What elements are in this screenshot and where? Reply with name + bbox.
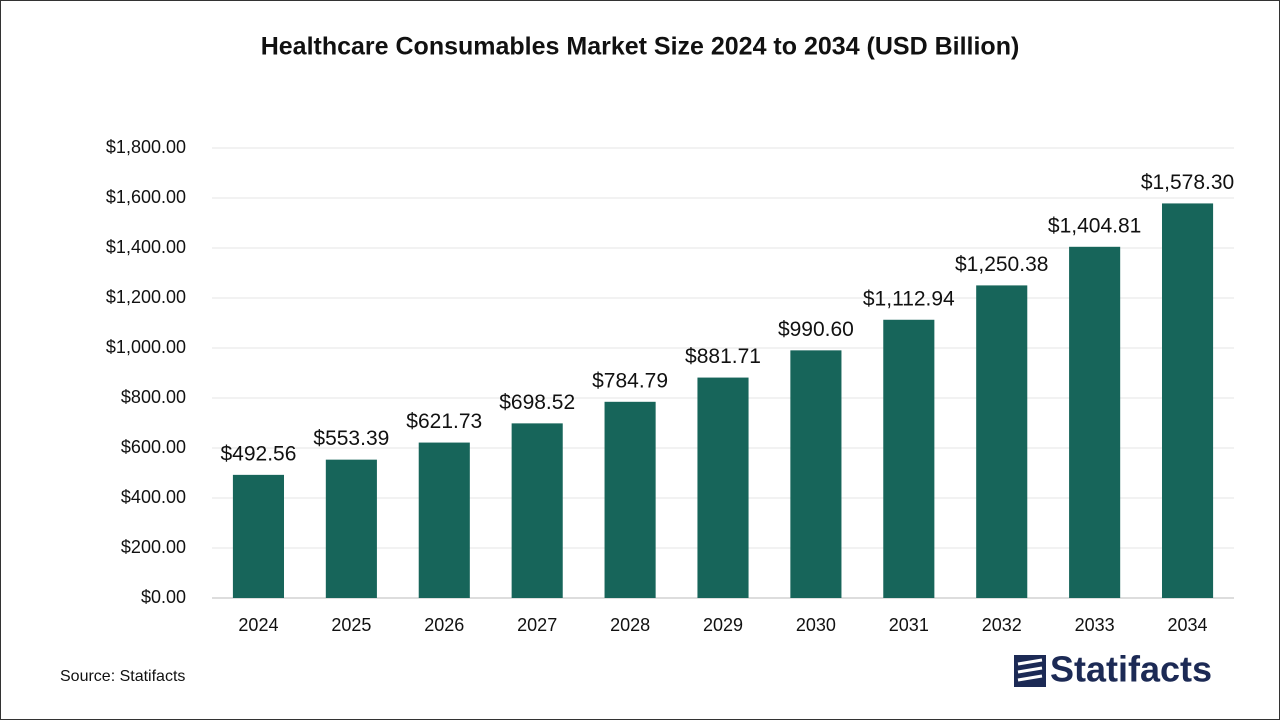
x-tick-label: 2029 <box>703 615 743 635</box>
y-tick-label: $1,400.00 <box>106 237 186 257</box>
bar <box>976 285 1028 598</box>
value-label: $492.56 <box>220 442 296 465</box>
value-label: $1,578.30 <box>1141 171 1234 194</box>
x-tick-label: 2025 <box>331 615 371 635</box>
y-tick-label: $600.00 <box>121 437 186 457</box>
x-tick-label: 2030 <box>796 615 836 635</box>
x-tick-label: 2031 <box>889 615 929 635</box>
y-tick-label: $400.00 <box>121 487 186 507</box>
bar <box>511 423 563 598</box>
bar <box>325 459 377 598</box>
y-tick-label: $0.00 <box>141 587 186 607</box>
value-label: $881.71 <box>685 345 761 368</box>
value-label: $1,112.94 <box>863 287 955 310</box>
value-label: $553.39 <box>313 427 389 450</box>
value-label: $784.79 <box>592 369 668 392</box>
value-label: $1,404.81 <box>1048 214 1141 237</box>
y-tick-label: $1,000.00 <box>106 337 186 357</box>
x-tick-label: 2034 <box>1168 615 1208 635</box>
source: Source: Statifacts <box>60 668 185 685</box>
x-tick-label: 2032 <box>982 615 1022 635</box>
brand: Statifacts <box>1050 649 1212 690</box>
value-label: $1,250.38 <box>955 253 1048 276</box>
bar <box>1069 246 1121 599</box>
logo-stripes <box>1017 658 1043 682</box>
x-tick-label: 2033 <box>1075 615 1115 635</box>
bar <box>697 377 749 598</box>
y-tick-label: $200.00 <box>121 537 186 557</box>
bar <box>604 401 656 598</box>
y-tick-label: $800.00 <box>121 387 186 407</box>
bar <box>418 442 470 598</box>
x-tick-label: 2027 <box>517 615 557 635</box>
bar <box>1161 203 1214 599</box>
value-label: $621.73 <box>406 410 482 433</box>
y-tick-label: $1,200.00 <box>106 287 186 307</box>
y-tick-label: $1,800.00 <box>106 137 186 157</box>
x-tick-label: 2028 <box>610 615 650 635</box>
bar <box>790 350 842 598</box>
chart-title: Healthcare Consumables Market Size 2024 … <box>261 33 1020 61</box>
logo: Statifacts <box>1014 649 1212 690</box>
value-label: $990.60 <box>778 318 854 341</box>
x-tick-label: 2026 <box>424 615 464 635</box>
bar <box>883 319 935 598</box>
bar <box>232 474 285 598</box>
value-label: $698.52 <box>499 391 575 414</box>
y-tick-label: $1,600.00 <box>106 187 186 207</box>
x-tick-label: 2024 <box>238 615 278 635</box>
